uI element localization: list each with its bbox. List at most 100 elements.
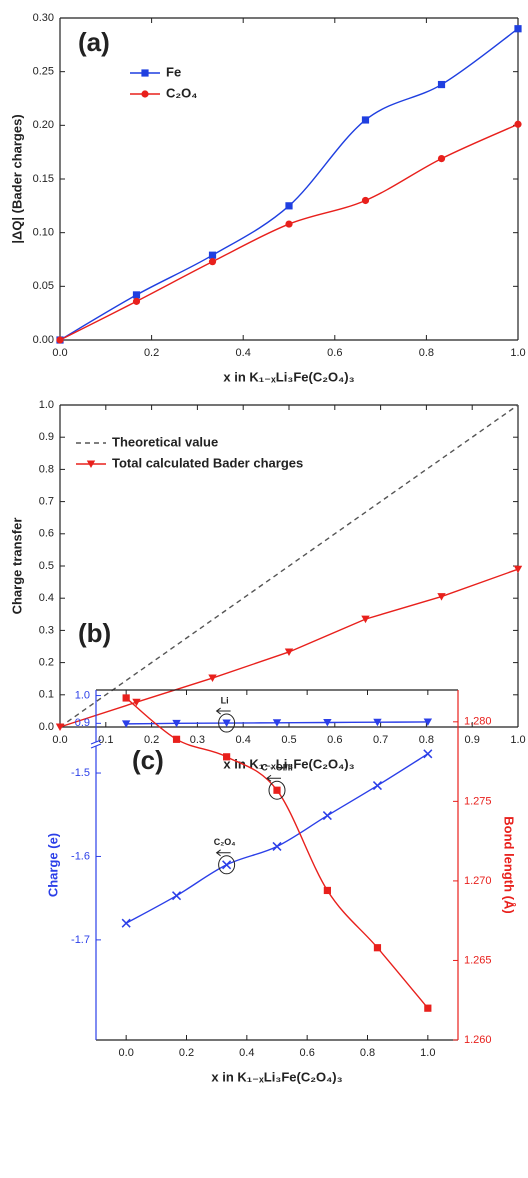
marker bbox=[361, 615, 370, 624]
series-line bbox=[59, 123, 519, 341]
y-tick-label: 0.20 bbox=[33, 119, 54, 131]
y-axis-label: Charge (e) bbox=[45, 833, 60, 897]
marker bbox=[122, 694, 130, 702]
marker bbox=[514, 25, 522, 33]
x-tick-label: 0.6 bbox=[327, 734, 342, 746]
x-tick-label: 0.4 bbox=[236, 734, 251, 746]
y-tick-label: 0.30 bbox=[33, 12, 54, 24]
marker bbox=[284, 648, 294, 656]
legend-label: Theoretical value bbox=[112, 434, 218, 449]
y-tick-label: 0.05 bbox=[33, 280, 54, 292]
series-line bbox=[125, 753, 429, 924]
y-tick-label: 1.0 bbox=[75, 689, 90, 701]
y2-axis-label: Bond length (Å) bbox=[502, 816, 517, 913]
marker bbox=[423, 749, 433, 759]
marker bbox=[437, 80, 446, 89]
series-line bbox=[59, 404, 519, 728]
marker bbox=[208, 258, 217, 266]
marker bbox=[55, 723, 65, 731]
marker bbox=[437, 155, 446, 163]
y-tick-label: 0.15 bbox=[33, 173, 54, 185]
series-line bbox=[59, 568, 519, 728]
marker bbox=[86, 460, 96, 468]
y-tick-label: 0.10 bbox=[33, 227, 54, 239]
marker bbox=[172, 891, 182, 901]
annotation: C₂O₄ bbox=[214, 837, 236, 847]
marker bbox=[172, 735, 181, 743]
y-tick-label: -1.5 bbox=[71, 767, 90, 779]
marker bbox=[121, 720, 131, 728]
x-tick-label: 0.6 bbox=[327, 347, 342, 359]
x-tick-label: 0.7 bbox=[373, 734, 388, 746]
marker bbox=[132, 698, 141, 707]
annotation-arrow bbox=[266, 774, 281, 782]
marker bbox=[208, 674, 217, 683]
marker bbox=[323, 886, 331, 895]
y-tick-label: 0.7 bbox=[39, 496, 54, 508]
panel-label: (b) bbox=[78, 618, 111, 648]
x-axis-label: x in K₁₋ₓLi₃Fe(C₂O₄)₃ bbox=[223, 756, 354, 771]
panel-label: (a) bbox=[78, 27, 110, 57]
marker bbox=[132, 297, 141, 305]
x-tick-label: 0.5 bbox=[281, 734, 296, 746]
annotation-circle bbox=[218, 855, 236, 875]
x-tick-label: 0.8 bbox=[419, 734, 434, 746]
legend-label: Total calculated Bader charges bbox=[112, 455, 303, 470]
x-tick-label: 0.1 bbox=[98, 734, 113, 746]
x-tick-label: 0.2 bbox=[144, 734, 159, 746]
y-axis-label: Charge transfer bbox=[9, 518, 24, 615]
x-tick-label: 0.3 bbox=[190, 734, 205, 746]
legend-label: Fe bbox=[166, 64, 181, 79]
panel-label: (c) bbox=[132, 745, 164, 775]
marker bbox=[222, 860, 232, 870]
y-tick-label: 1.265 bbox=[464, 954, 492, 966]
marker bbox=[285, 220, 293, 228]
marker bbox=[513, 565, 523, 574]
y-axis-label: |ΔQ| (Bader charges) bbox=[9, 114, 24, 243]
marker bbox=[424, 1004, 432, 1012]
y-tick-label: 0.8 bbox=[39, 463, 54, 475]
marker bbox=[361, 196, 370, 205]
marker bbox=[285, 202, 293, 210]
marker bbox=[141, 90, 149, 98]
x-tick-label: 0.6 bbox=[300, 1047, 315, 1059]
annotation: Li bbox=[221, 695, 229, 705]
marker bbox=[437, 593, 446, 601]
y-tick-label: 0.0 bbox=[39, 721, 54, 733]
x-tick-label: 0.0 bbox=[119, 1047, 134, 1059]
x-tick-label: 1.0 bbox=[510, 347, 525, 359]
x-tick-label: 0.4 bbox=[236, 347, 251, 359]
marker bbox=[423, 718, 433, 726]
annotation: C - OI/II bbox=[261, 763, 293, 773]
x-tick-label: 0.8 bbox=[419, 347, 434, 359]
series-line bbox=[59, 28, 519, 341]
marker bbox=[208, 251, 217, 259]
marker bbox=[372, 781, 382, 791]
x-tick-label: 0.2 bbox=[144, 347, 159, 359]
x-tick-label: 0.4 bbox=[239, 1047, 254, 1059]
y-tick-label: 1.260 bbox=[464, 1034, 492, 1046]
y-tick-label: 0.25 bbox=[33, 66, 54, 78]
annotation-arrow bbox=[215, 849, 231, 857]
x-tick-label: 1.0 bbox=[510, 734, 525, 746]
annotation-arrow bbox=[215, 707, 231, 715]
x-tick-label: 0.0 bbox=[52, 734, 67, 746]
marker bbox=[56, 336, 64, 344]
marker bbox=[223, 753, 231, 761]
annotation-circle bbox=[268, 780, 286, 800]
marker bbox=[323, 719, 332, 727]
marker bbox=[222, 719, 231, 728]
marker bbox=[132, 291, 141, 299]
x-axis-label: x in K₁₋ₓLi₃Fe(C₂O₄)₃ bbox=[223, 369, 354, 384]
y-tick-label: 0.6 bbox=[39, 528, 54, 540]
x-tick-label: 0.2 bbox=[179, 1047, 194, 1059]
y-tick-label: 0.3 bbox=[39, 624, 54, 636]
x-tick-label: 0.9 bbox=[465, 734, 480, 746]
marker bbox=[373, 944, 382, 952]
y-tick-label: 0.9 bbox=[75, 717, 90, 729]
y-tick-label: 1.275 bbox=[464, 795, 492, 807]
marker bbox=[514, 120, 522, 128]
axis-break bbox=[90, 739, 102, 749]
